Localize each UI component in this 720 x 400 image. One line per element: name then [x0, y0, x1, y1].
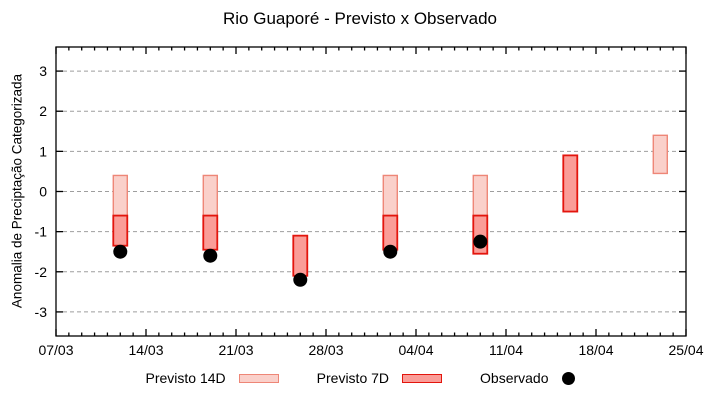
y-tick-label: 2: [39, 103, 47, 119]
chart-title: Rio Guaporé - Previsto x Observado: [222, 9, 497, 28]
y-tick-label: -1: [35, 224, 48, 240]
y-tick-label: 0: [39, 184, 47, 200]
previsto-14d-bar: [112, 174, 128, 217]
x-tick-label: 21/03: [218, 342, 253, 358]
previsto-14d-swatch-icon: [238, 373, 279, 383]
y-tick-label: -2: [35, 264, 48, 280]
legend-label-previsto-14d: Previsto 14D: [145, 370, 226, 386]
legend-item-previsto-14d: Previsto 14D: [146, 370, 279, 386]
x-tick-label: 04/04: [398, 342, 433, 358]
y-tick-label: 1: [39, 143, 47, 159]
previsto-7d-swatch-icon: [402, 373, 443, 383]
y-tick-label: 3: [39, 63, 47, 79]
x-tick-label: 28/03: [308, 342, 343, 358]
previsto-14d-bar: [202, 174, 218, 217]
previsto-14d-bar: [472, 174, 488, 217]
previsto-7d-bar: [202, 214, 219, 251]
previsto-7d-bar: [112, 214, 129, 247]
legend-item-observado: Observado: [480, 370, 575, 386]
x-tick-label: 11/04: [489, 342, 523, 358]
legend-label-observado: Observado: [480, 370, 549, 386]
previsto-14d-bar: [382, 174, 398, 217]
observado-dot: [473, 234, 488, 249]
x-tick-label: 14/03: [128, 342, 163, 358]
previsto-7d-bar: [562, 154, 579, 213]
observado-dot: [113, 244, 128, 259]
observado-dot: [383, 244, 398, 259]
x-tick-label: 25/04: [668, 342, 703, 358]
observado-dot: [293, 272, 308, 287]
x-tick-label: 18/04: [578, 342, 613, 358]
legend-label-previsto-7d: Previsto 7D: [316, 370, 390, 386]
x-tick-label: 07/03: [38, 342, 73, 358]
previsto-7d-bar: [292, 234, 309, 277]
previsto-7d-bar: [382, 214, 399, 251]
legend-item-previsto-7d: Previsto 7D: [316, 370, 443, 386]
observado-dot-icon: [561, 371, 575, 385]
y-tick-label: -3: [35, 304, 48, 320]
legend: Previsto 14D Previsto 7D Observado: [0, 370, 720, 386]
previsto-14d-bar: [652, 134, 668, 175]
observado-dot: [203, 248, 218, 263]
